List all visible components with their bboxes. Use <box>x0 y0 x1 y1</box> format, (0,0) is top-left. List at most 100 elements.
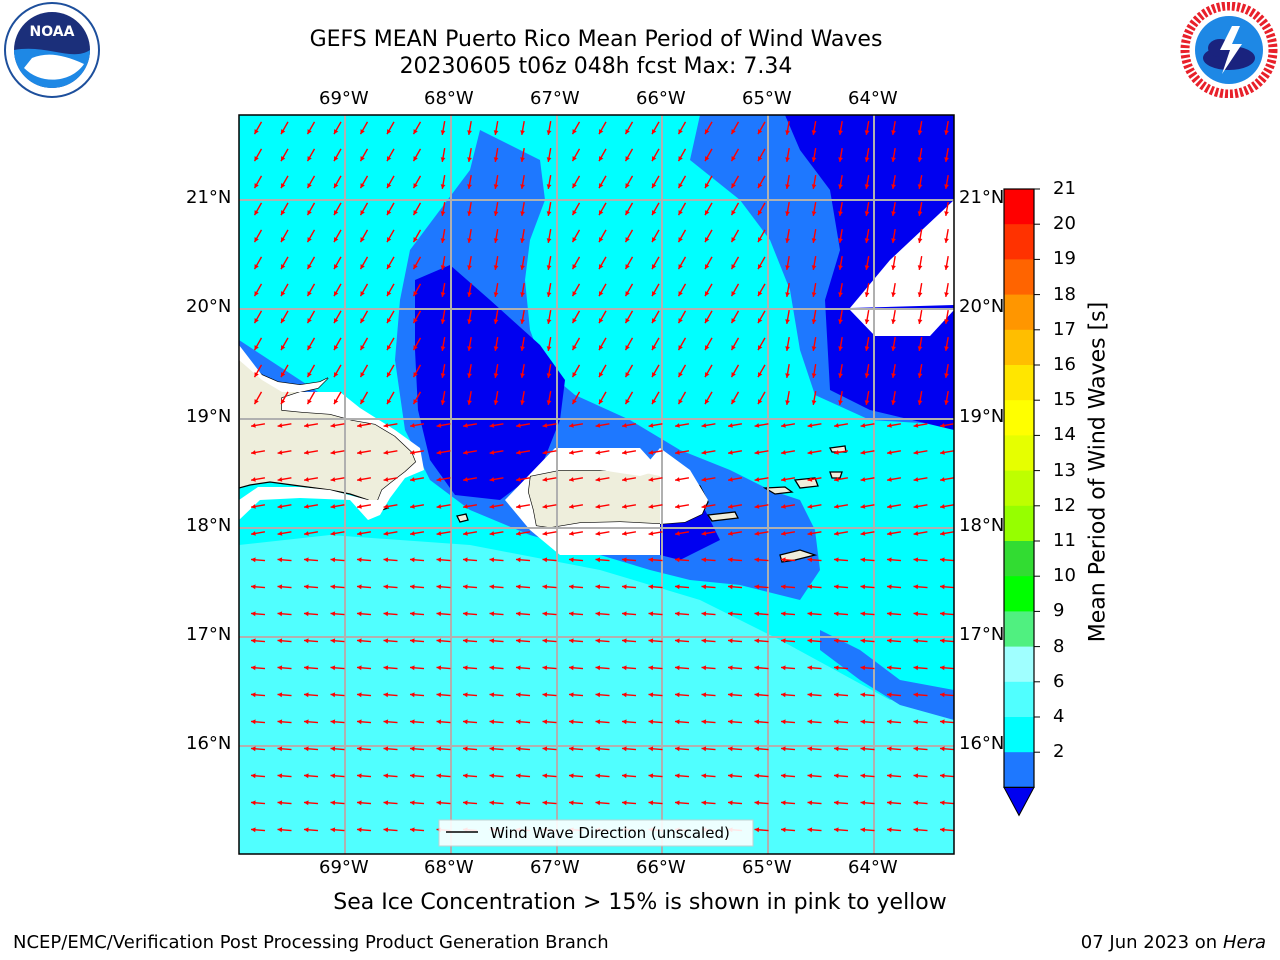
wind-wave-arrow-head <box>781 773 786 779</box>
wind-wave-arrow-head <box>731 291 736 297</box>
wind-wave-arrow-head <box>595 611 601 617</box>
wind-wave-arrow-head <box>675 665 680 671</box>
wind-wave-arrow-head <box>891 184 896 189</box>
wind-wave-arrow-head <box>913 477 919 482</box>
wind-wave-arrow-head <box>599 183 604 189</box>
wind-wave-arrow-head <box>834 746 839 752</box>
wind-wave-arrow-head <box>622 773 627 779</box>
wind-wave-arrow-head <box>489 611 495 617</box>
wind-wave-arrow-head <box>944 319 949 324</box>
wind-wave-arrow-head <box>944 292 949 297</box>
wind-wave-arrow-head <box>678 210 683 216</box>
wind-wave-arrow-head <box>463 638 468 644</box>
wind-wave-arrow-head <box>467 292 472 297</box>
wind-wave-arrow-head <box>622 719 627 725</box>
wind-wave-arrow-head <box>251 719 256 725</box>
wind-wave-arrow-head <box>887 665 892 671</box>
wind-wave-arrow-head <box>781 531 786 536</box>
wind-wave-arrow-head <box>940 423 945 428</box>
wind-wave-arrow-head <box>410 665 415 671</box>
wind-wave-arrow-head <box>440 157 446 162</box>
wind-wave-arrow-head <box>675 477 680 482</box>
wind-wave-arrow-head <box>944 400 949 405</box>
wind-wave-arrow-head <box>463 773 468 779</box>
wind-wave-arrow-head <box>307 183 312 189</box>
wind-wave-arrow-head <box>728 800 733 806</box>
wind-wave-arrow-head <box>277 692 283 698</box>
wind-wave-arrow-head <box>705 237 710 243</box>
wind-wave-arrow-head <box>440 400 446 405</box>
wind-wave-arrow-head <box>595 450 601 455</box>
wind-wave-arrow-head <box>887 827 892 833</box>
colorbar-tick-label: 2 <box>1053 741 1065 763</box>
wind-wave-arrow-head <box>387 210 392 216</box>
wind-wave-arrow-head <box>520 211 525 216</box>
wind-wave-arrow-head <box>281 399 286 405</box>
wind-wave-arrow-head <box>595 638 601 644</box>
wind-wave-arrow-head <box>410 719 415 725</box>
wind-wave-arrow-head <box>569 531 574 536</box>
wind-wave-arrow-head <box>864 238 870 243</box>
wind-wave-arrow-head <box>463 504 468 509</box>
wind-wave-arrow-head <box>387 291 392 297</box>
wind-wave-arrow-head <box>277 611 283 617</box>
wind-wave-arrow-head <box>463 423 468 428</box>
colorbar-segment <box>1004 400 1034 436</box>
wind-wave-arrow-head <box>785 238 790 243</box>
wind-wave-arrow-head <box>864 130 870 135</box>
wind-wave-arrow-head <box>834 450 839 455</box>
wind-wave-arrow-head <box>754 638 760 644</box>
wind-wave-arrow-head <box>913 423 919 428</box>
wind-wave-arrow-head <box>493 211 499 216</box>
wind-wave-arrow-head <box>304 665 309 671</box>
wind-wave-arrow-head <box>334 372 339 378</box>
wind-wave-arrow-head <box>811 211 817 216</box>
wind-wave-arrow-head <box>281 237 286 243</box>
wind-wave-arrow-head <box>334 264 339 270</box>
wind-wave-arrow-head <box>383 531 389 536</box>
wind-wave-arrow-head <box>731 183 736 189</box>
wind-wave-arrow-head <box>436 477 442 482</box>
wind-wave-arrow-head <box>728 531 733 536</box>
wind-wave-arrow-head <box>864 400 870 405</box>
wind-wave-arrow-head <box>334 345 339 351</box>
wind-wave-arrow-head <box>281 264 286 270</box>
wind-wave-arrow-head <box>754 584 760 590</box>
wind-wave-arrow-head <box>251 773 256 779</box>
wind-wave-arrow-head <box>887 638 892 644</box>
lon-label-bottom: 65°W <box>742 857 792 878</box>
wind-wave-arrow-head <box>572 372 577 378</box>
lon-label-top: 66°W <box>636 88 686 109</box>
wind-wave-arrow-head <box>622 800 627 806</box>
wind-wave-arrow-head <box>489 692 495 698</box>
wind-wave-arrow-head <box>542 504 548 509</box>
wind-wave-arrow-head <box>705 129 710 135</box>
wind-wave-arrow-head <box>887 504 892 509</box>
wind-wave-arrow-head <box>410 611 415 617</box>
wind-wave-arrow-head <box>489 665 495 671</box>
wind-wave-arrow-head <box>625 129 630 135</box>
map-area <box>239 115 954 854</box>
wind-wave-arrow-head <box>304 638 309 644</box>
wind-wave-arrow-head <box>940 477 945 482</box>
wind-wave-arrow-head <box>838 346 843 351</box>
wind-wave-arrow-head <box>728 477 733 482</box>
wind-wave-arrow-head <box>913 638 919 644</box>
wind-wave-arrow-head <box>622 638 627 644</box>
lat-label-left: 18°N <box>186 515 232 536</box>
wind-wave-arrow-head <box>520 184 525 189</box>
wind-wave-arrow-head <box>307 372 312 378</box>
wind-wave-arrow-head <box>758 237 763 243</box>
wind-wave-arrow-head <box>334 210 339 216</box>
wind-wave-arrow-head <box>834 477 839 482</box>
wind-wave-arrow-head <box>330 800 336 806</box>
wind-wave-arrow-head <box>648 800 654 806</box>
lon-label-top: 68°W <box>424 88 474 109</box>
wind-wave-arrow-head <box>357 746 362 752</box>
wind-wave-arrow-head <box>913 531 919 536</box>
wind-wave-arrow-head <box>489 638 495 644</box>
wind-wave-arrow-head <box>489 557 495 563</box>
lat-label-left: 16°N <box>186 733 232 754</box>
wind-wave-arrow-head <box>357 611 362 617</box>
wind-wave-arrow-head <box>463 557 468 563</box>
